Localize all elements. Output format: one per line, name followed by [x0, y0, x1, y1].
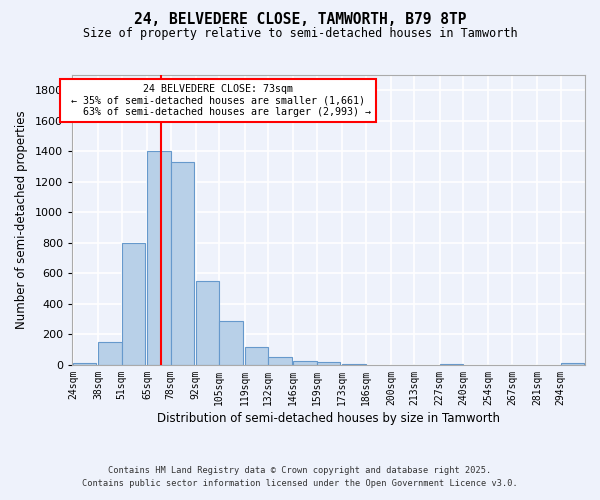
Bar	[122, 243, 145, 365]
Text: 24 BELVEDERE CLOSE: 73sqm
← 35% of semi-detached houses are smaller (1,661)
   6: 24 BELVEDERE CLOSE: 73sqm ← 35% of semi-…	[65, 84, 371, 117]
Text: Size of property relative to semi-detached houses in Tamworth: Size of property relative to semi-detach…	[83, 28, 517, 40]
Bar	[147, 152, 170, 365]
Y-axis label: Number of semi-detached properties: Number of semi-detached properties	[15, 110, 28, 330]
Bar	[440, 364, 463, 365]
Bar	[98, 342, 122, 365]
Text: 24, BELVEDERE CLOSE, TAMWORTH, B79 8TP: 24, BELVEDERE CLOSE, TAMWORTH, B79 8TP	[134, 12, 466, 28]
Bar	[196, 281, 219, 365]
Bar	[219, 320, 243, 365]
Bar	[170, 162, 194, 365]
Bar	[73, 362, 97, 365]
Bar	[268, 358, 292, 365]
Bar	[342, 364, 365, 365]
Bar	[245, 346, 268, 365]
Bar	[293, 361, 317, 365]
Bar	[317, 362, 340, 365]
X-axis label: Distribution of semi-detached houses by size in Tamworth: Distribution of semi-detached houses by …	[157, 412, 500, 425]
Text: Contains HM Land Registry data © Crown copyright and database right 2025.
Contai: Contains HM Land Registry data © Crown c…	[82, 466, 518, 487]
Bar	[560, 364, 584, 365]
